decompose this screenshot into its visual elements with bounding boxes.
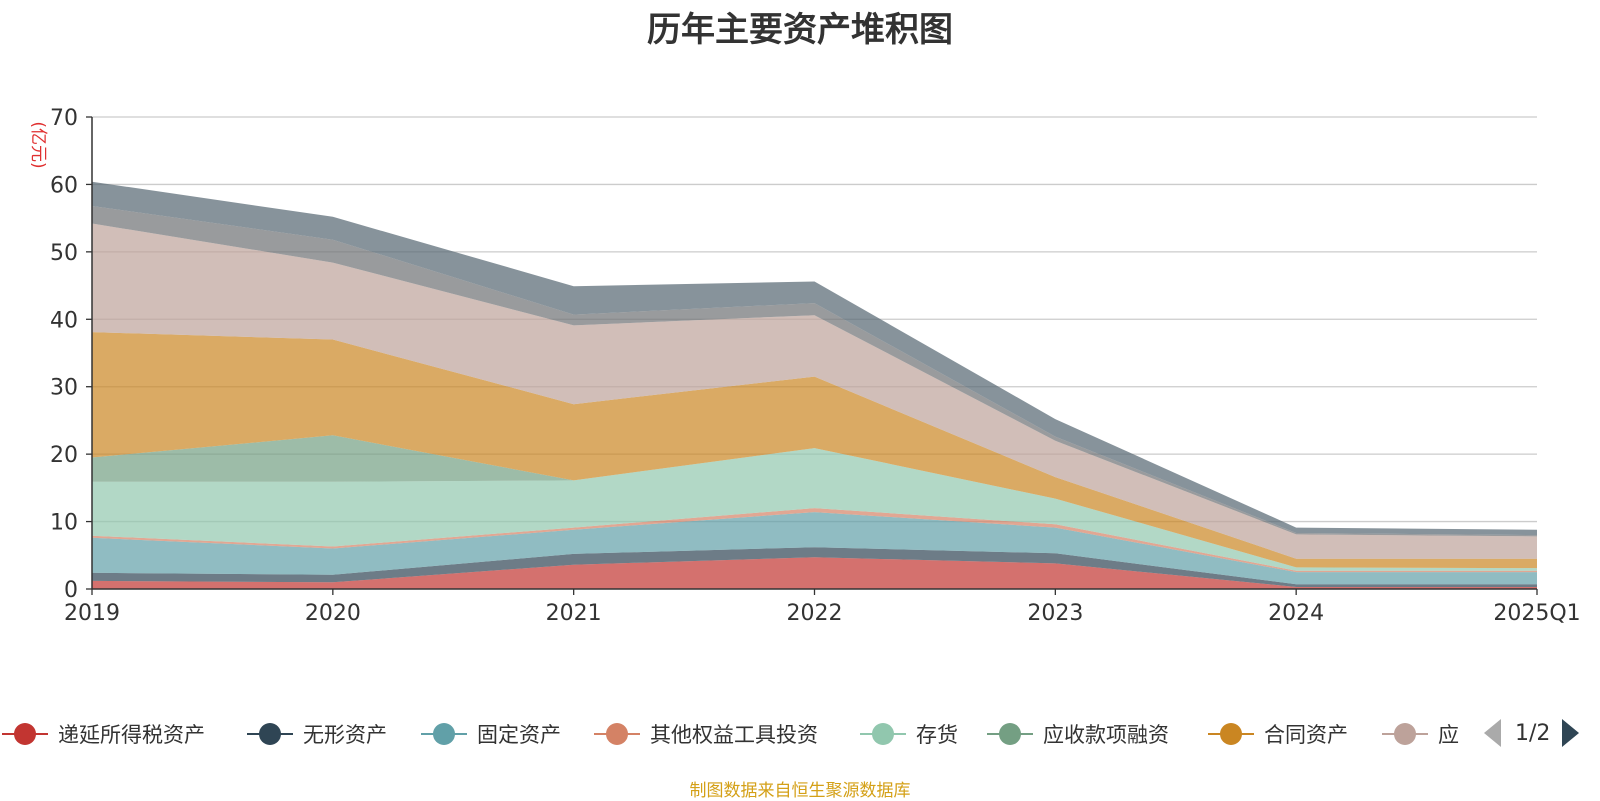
legend-marker-icon — [985, 721, 1035, 747]
area-其他资产[interactable] — [92, 206, 1537, 537]
legend-item[interactable]: 应 — [1380, 714, 1459, 754]
legend-label: 存货 — [916, 723, 958, 747]
x-tick-label: 2023 — [1027, 601, 1083, 626]
legend-prev-icon[interactable] — [1484, 719, 1501, 747]
x-tick-labels: 2019 2020 2021 2022 2023 2024 2025Q1 — [64, 589, 1581, 626]
legend-marker-icon — [419, 721, 469, 747]
area-递延所得税资产[interactable] — [92, 557, 1537, 589]
legend-item[interactable]: 合同资产 — [1206, 714, 1348, 754]
legend-label: 应收款项融资 — [1043, 723, 1169, 747]
x-tick-label: 2020 — [305, 601, 361, 626]
x-tick-label: 2021 — [546, 601, 602, 626]
y-tick-label: 70 — [50, 106, 78, 131]
area-series — [92, 181, 1537, 589]
y-tick-label: 0 — [64, 578, 78, 603]
area-固定资产[interactable] — [92, 512, 1537, 585]
area-存货[interactable] — [92, 448, 1537, 571]
area-无形资产[interactable] — [92, 547, 1537, 587]
stacked-area-chart: 0 10 20 30 40 50 60 70 2019 2020 2021 2022 2023 2024… — [28, 106, 1581, 626]
legend-item[interactable]: 递延所得税资产 — [0, 714, 205, 754]
y-tick-label: 20 — [50, 443, 78, 468]
legend-pager: 1/2 — [1484, 716, 1580, 750]
legend-marker-icon — [245, 721, 295, 747]
legend-label: 递延所得税资产 — [58, 723, 205, 747]
legend-page-indicator: 1/2 — [1515, 720, 1551, 746]
legend-item[interactable]: 应收款项融资 — [985, 714, 1169, 754]
legend-marker-icon — [858, 721, 908, 747]
y-tick-label: 10 — [50, 511, 78, 536]
legend: 递延所得税资产 无形资产 固定资产 其他权益工具投资 存货 应收款项融资 合同资产 应 — [0, 714, 1466, 754]
x-tick-label: 2019 — [64, 601, 120, 626]
y-axis-label: (亿元) — [28, 121, 48, 168]
y-tick-label: 50 — [50, 241, 78, 266]
x-tick-label: 2025Q1 — [1493, 601, 1580, 626]
legend-marker-icon — [1380, 721, 1430, 747]
area-应收款项融资[interactable] — [92, 435, 1537, 569]
legend-label: 其他权益工具投资 — [650, 723, 818, 747]
area-应收账款[interactable] — [92, 223, 1537, 559]
legend-marker-icon — [0, 721, 50, 747]
legend-label: 合同资产 — [1264, 723, 1348, 747]
legend-label: 无形资产 — [303, 723, 387, 747]
chart-title: 历年主要资产堆积图 — [647, 10, 953, 50]
y-tick-label: 40 — [50, 308, 78, 333]
area-货币资金[interactable] — [92, 181, 1537, 536]
legend-marker-icon — [592, 721, 642, 747]
legend-item[interactable]: 存货 — [858, 714, 958, 754]
area-合同资产[interactable] — [92, 332, 1537, 569]
legend-next-icon[interactable] — [1562, 719, 1580, 747]
legend-item[interactable]: 其他权益工具投资 — [592, 714, 818, 754]
legend-label: 应 — [1438, 723, 1459, 747]
y-tick-label: 30 — [50, 376, 78, 401]
data-source-note: 制图数据来自恒生聚源数据库 — [689, 781, 911, 801]
x-tick-label: 2024 — [1268, 601, 1324, 626]
legend-item[interactable]: 无形资产 — [245, 714, 387, 754]
x-tick-label: 2022 — [787, 601, 843, 626]
legend-label: 固定资产 — [477, 723, 561, 747]
legend-marker-icon — [1206, 721, 1256, 747]
y-tick-label: 60 — [50, 173, 78, 198]
legend-item[interactable]: 固定资产 — [419, 714, 561, 754]
y-tick-labels: 0 10 20 30 40 50 60 70 — [50, 106, 92, 603]
